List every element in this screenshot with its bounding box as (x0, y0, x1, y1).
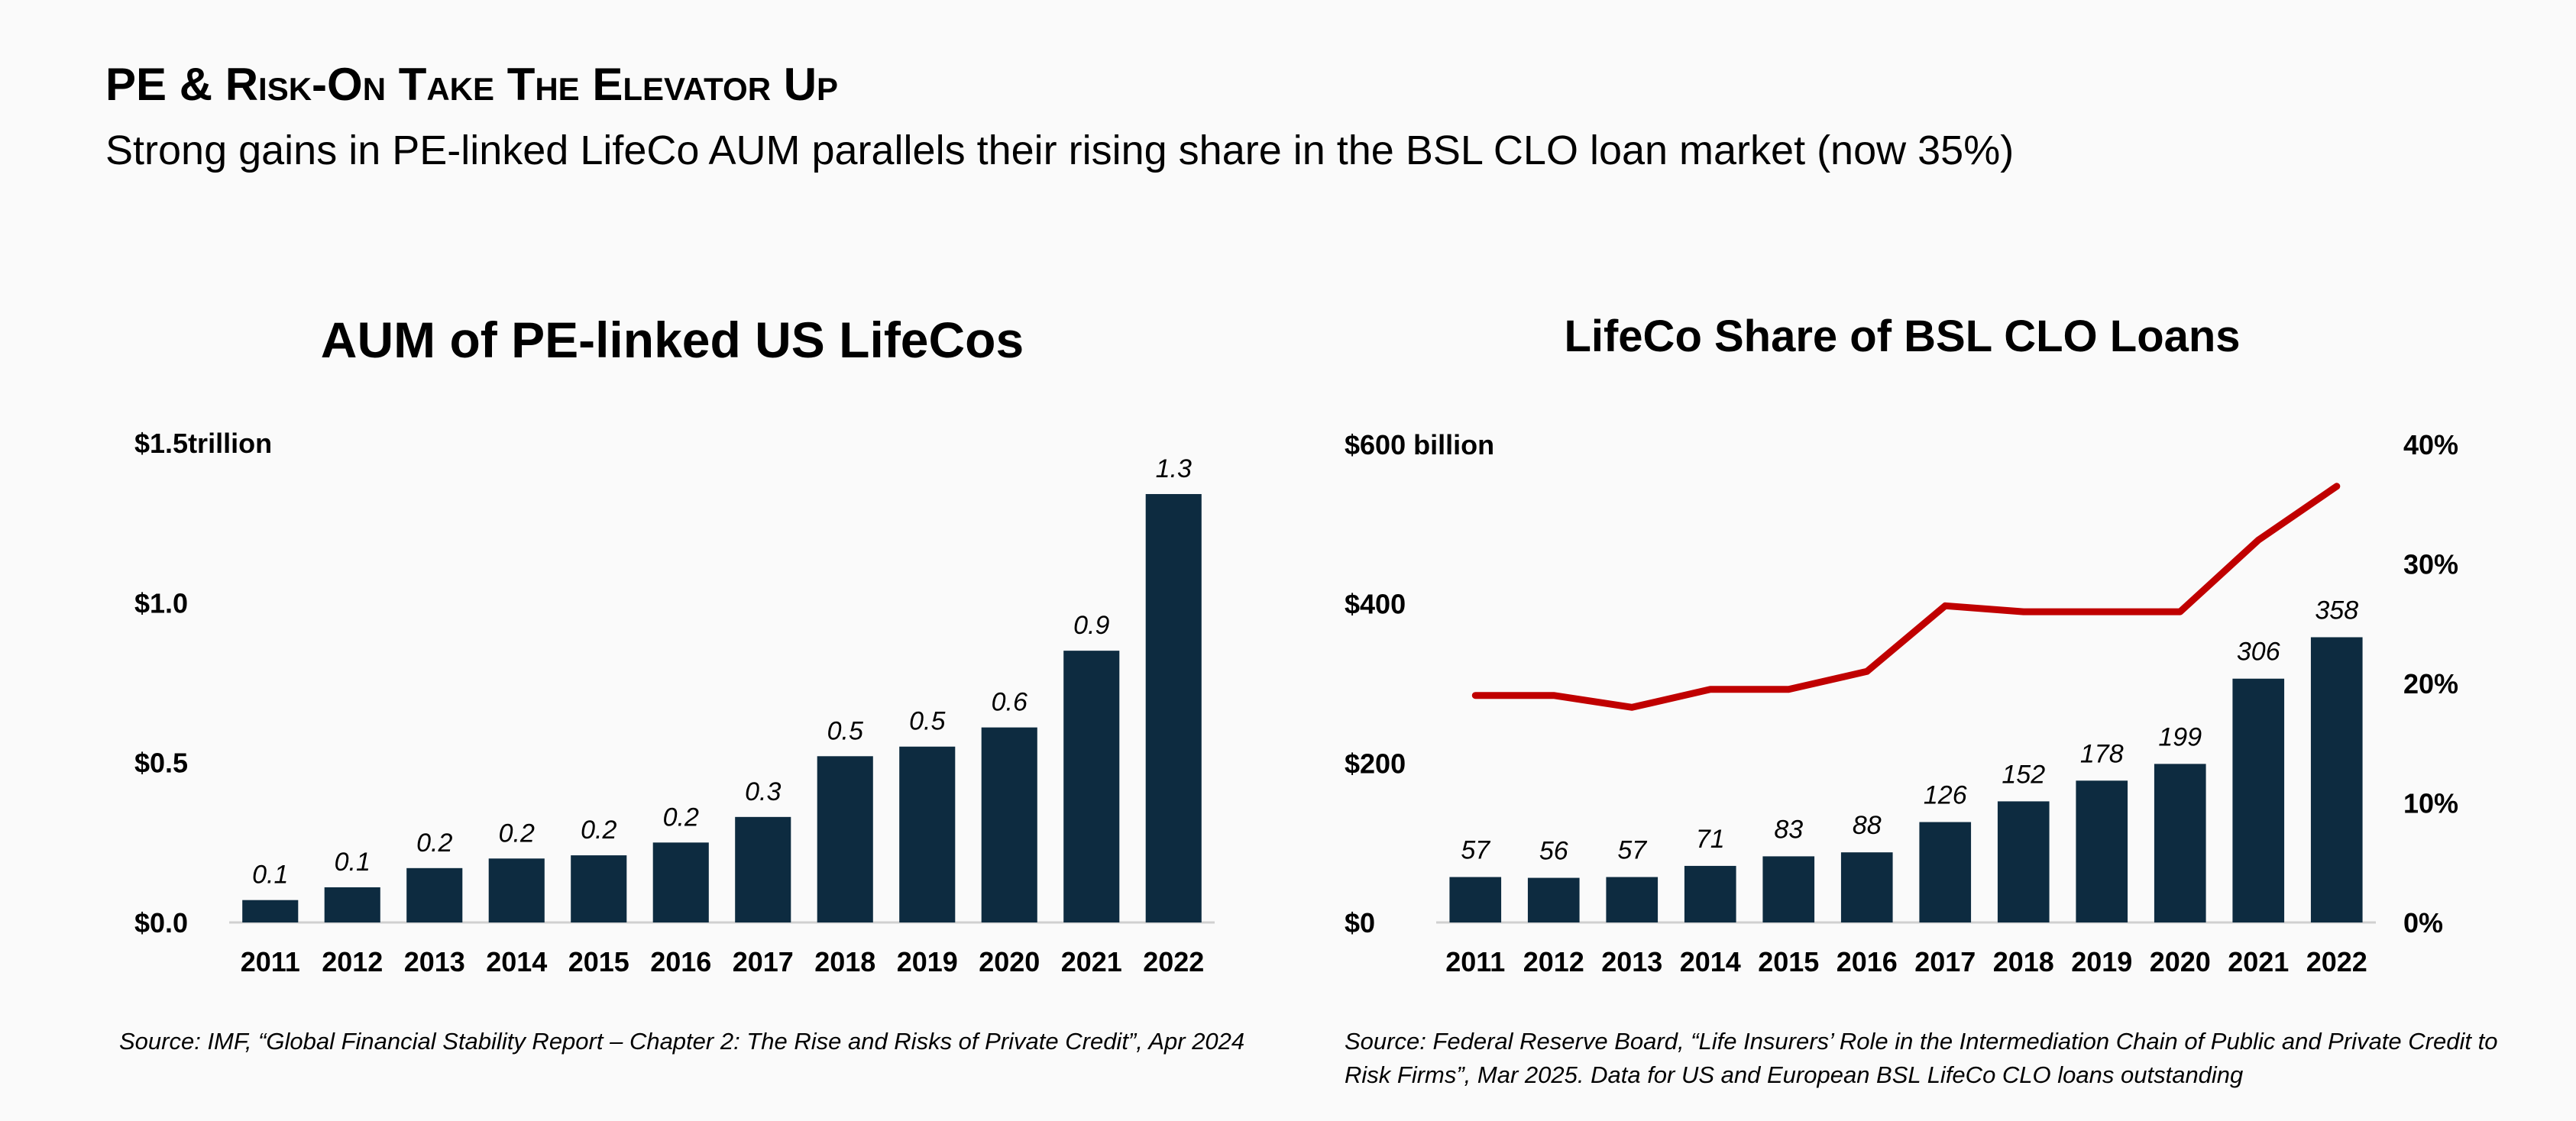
clo-right-y-tick-label: 0% (2403, 907, 2443, 938)
aum-chart-title: AUM of PE-linked US LifeCos (321, 312, 1024, 368)
clo-x-tick-label: 2015 (1758, 946, 1819, 977)
clo-x-tick-label: 2017 (1914, 946, 1976, 977)
aum-bar (406, 867, 463, 922)
clo-right-y-tick-label: 20% (2403, 668, 2458, 699)
aum-bar (488, 858, 545, 922)
clo-bar (1606, 877, 1659, 922)
aum-bar (324, 887, 380, 922)
clo-x-tick-label: 2022 (2306, 946, 2367, 977)
clo-bar (2076, 780, 2128, 922)
aum-data-label: 0.2 (499, 819, 535, 848)
aum-x-tick-label: 2019 (897, 946, 958, 977)
aum-data-label: 0.2 (663, 803, 699, 832)
clo-data-label: 358 (2315, 596, 2358, 625)
clo-data-label: 126 (1924, 781, 1967, 810)
aum-bar (899, 746, 956, 922)
clo-x-tick-label: 2012 (1523, 946, 1584, 977)
clo-data-label: 306 (2237, 638, 2280, 667)
clo-bar (1840, 852, 1893, 922)
aum-chart: AUM of PE-linked US LifeCos $0.0 $0.5 $1.0… (134, 312, 1215, 977)
clo-data-label: 71 (1696, 825, 1725, 854)
clo-bar (1919, 822, 1972, 922)
aum-bar (1063, 651, 1120, 922)
clo-bar (2232, 678, 2285, 922)
clo-x-tick-label: 2014 (1680, 946, 1741, 977)
clo-left-y-tick-label: $0 (1345, 907, 1375, 938)
aum-x-tick-label: 2014 (486, 946, 547, 977)
aum-data-label: 0.1 (252, 861, 288, 890)
clo-data-label: 56 (1539, 837, 1568, 866)
aum-data-label: 1.3 (1156, 454, 1192, 483)
aum-x-tick-label: 2022 (1143, 946, 1204, 977)
aum-data-label: 0.5 (909, 707, 945, 736)
aum-data-label: 0.5 (827, 716, 863, 745)
clo-x-tick-label: 2020 (2150, 946, 2211, 977)
clo-right-y-tick-label: 40% (2403, 429, 2458, 460)
aum-x-tick-label: 2017 (733, 946, 794, 977)
clo-bar (1997, 801, 2050, 922)
aum-bar (981, 727, 1037, 922)
clo-x-tick-label: 2011 (1445, 946, 1505, 977)
aum-bar (571, 855, 627, 922)
aum-y-tick-label: $0.0 (134, 907, 188, 938)
clo-bar (1684, 865, 1736, 922)
aum-x-tick-label: 2011 (241, 946, 300, 977)
clo-x-tick-label: 2016 (1837, 946, 1898, 977)
clo-data-label: 199 (2158, 722, 2202, 751)
clo-right-y-tick-label: 30% (2403, 549, 2458, 580)
clo-bar (1449, 877, 1502, 922)
aum-x-tick-label: 2021 (1061, 946, 1122, 977)
clo-left-y-tick-label: $200 (1345, 748, 1406, 779)
clo-bar (1527, 877, 1580, 922)
clo-data-label: 178 (2080, 739, 2124, 768)
aum-x-tick-label: 2013 (404, 946, 465, 977)
clo-data-label: 152 (2002, 760, 2045, 789)
aum-bar (242, 900, 299, 922)
aum-data-label: 0.2 (581, 816, 616, 845)
aum-y-tick-label: $1.0 (134, 587, 188, 619)
clo-bar (1762, 856, 1815, 922)
clo-bar (2154, 764, 2206, 922)
clo-left-y-tick-label: $600 billion (1345, 429, 1494, 460)
clo-right-y-tick-label: 10% (2403, 788, 2458, 819)
clo-data-label: 57 (1617, 836, 1647, 865)
clo-data-label: 57 (1461, 836, 1490, 865)
clo-bar (2310, 637, 2363, 922)
aum-x-tick-label: 2015 (568, 946, 629, 977)
clo-x-tick-label: 2021 (2228, 946, 2289, 977)
aum-x-tick-label: 2012 (322, 946, 383, 977)
slide-title: PE & Risk-On Take The Elevator Up (105, 59, 839, 110)
slide-subtitle: Strong gains in PE-linked LifeCo AUM par… (105, 128, 2015, 173)
aum-x-tick-label: 2016 (650, 946, 711, 977)
aum-data-label: 0.1 (335, 848, 371, 877)
clo-x-tick-label: 2013 (1601, 946, 1662, 977)
aum-source: Source: IMF, “Global Financial Stability… (119, 1028, 1245, 1055)
clo-left-y-tick-label: $400 (1345, 589, 1406, 620)
aum-data-label: 0.3 (745, 777, 781, 806)
aum-bar (1145, 493, 1202, 922)
aum-bar (652, 842, 709, 922)
clo-share-chart-title: LifeCo Share of BSL CLO Loans (1564, 312, 2240, 361)
clo-x-tick-label: 2019 (2071, 946, 2132, 977)
clo-source: Source: Federal Reserve Board, “Life Ins… (1345, 1028, 2498, 1088)
clo-data-label: 83 (1774, 815, 1803, 844)
aum-y-tick-label: $0.5 (134, 748, 188, 779)
aum-y-tick-label: $1.5trillion (134, 428, 272, 459)
aum-data-label: 0.2 (416, 829, 452, 858)
aum-data-label: 0.9 (1073, 611, 1109, 640)
clo-data-label: 88 (1853, 811, 1882, 840)
clo-x-tick-label: 2018 (1993, 946, 2054, 977)
aum-x-tick-label: 2018 (814, 946, 875, 977)
aum-bar (817, 756, 873, 922)
clo-share-line (1471, 483, 2341, 711)
aum-bar (735, 816, 791, 922)
aum-x-tick-label: 2020 (979, 946, 1040, 977)
aum-data-label: 0.6 (992, 688, 1027, 717)
